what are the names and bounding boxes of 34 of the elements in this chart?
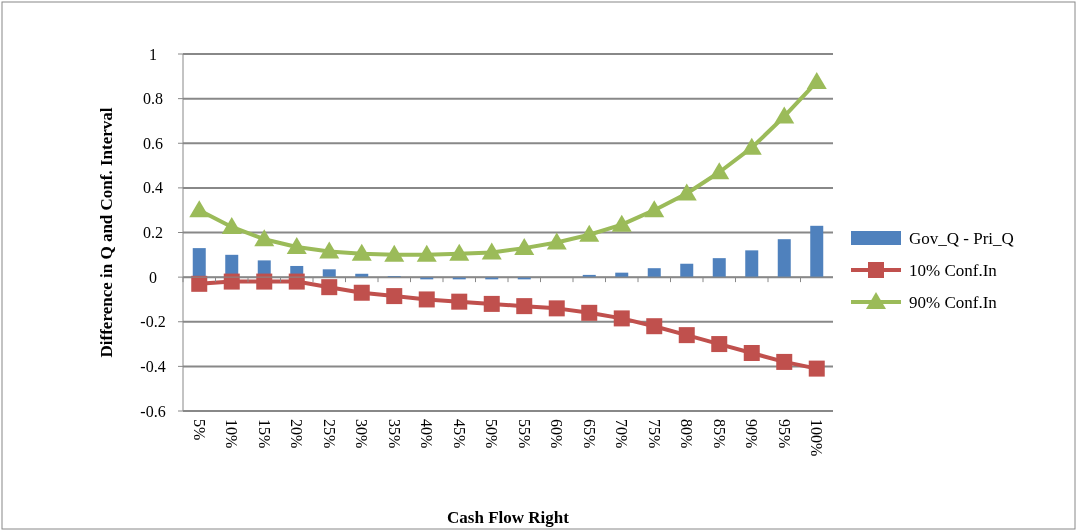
x-tick-label: 85% xyxy=(710,419,728,449)
x-tick-label: 45% xyxy=(450,419,468,449)
x-tick-label: 55% xyxy=(515,419,533,449)
x-tick-label: 75% xyxy=(645,419,663,449)
y-tick-label: -0.4 xyxy=(140,357,166,375)
x-tick-label: 40% xyxy=(418,419,436,449)
x-tick-label: 95% xyxy=(775,419,793,449)
x-tick-label: 15% xyxy=(255,419,273,449)
x-axis-title: Cash Flow Right xyxy=(447,508,570,527)
x-tick-label: 25% xyxy=(320,419,338,449)
y-tick-label: -0.6 xyxy=(140,402,166,420)
x-tick-label: 10% xyxy=(223,419,241,449)
x-tick-label: 60% xyxy=(548,419,566,449)
x-tick-label: 35% xyxy=(385,419,403,449)
legend-label: 90% Conf.In xyxy=(909,292,998,312)
y-tick-label: 0.4 xyxy=(143,179,163,197)
x-tick-label: 30% xyxy=(353,419,371,449)
y-tick-label: 1 xyxy=(149,45,157,63)
y-tick-label: 0 xyxy=(149,268,157,286)
legend-label: 10% Conf.In xyxy=(909,260,998,280)
x-tick-label: 5% xyxy=(190,419,208,441)
x-tick-label: 65% xyxy=(580,419,598,449)
x-tick-label: 80% xyxy=(678,419,696,449)
x-tick-label: 70% xyxy=(613,419,631,449)
x-tick-label: 100% xyxy=(808,419,826,457)
legend-label: Gov_Q - Pri_Q xyxy=(909,228,1014,248)
x-tick-label: 50% xyxy=(483,419,501,449)
x-tick-label: 20% xyxy=(288,419,306,449)
y-tick-label: 0.6 xyxy=(143,134,163,152)
y-tick-label: 0.2 xyxy=(143,224,163,242)
y-tick-label: -0.2 xyxy=(140,313,166,331)
y-axis-title: Difference in Q and Conf. Interval xyxy=(97,107,116,358)
x-tick-label: 90% xyxy=(743,419,761,449)
y-tick-label: 0.8 xyxy=(143,90,163,108)
